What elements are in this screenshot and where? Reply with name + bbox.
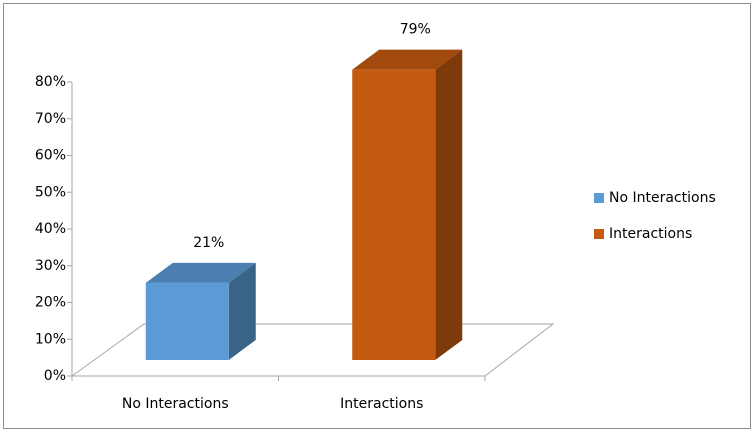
y-tick-label: 50% [35, 184, 66, 200]
x-tick-label: Interactions [340, 396, 423, 412]
legend-label: No Interactions [609, 190, 716, 206]
bar-side [228, 262, 256, 360]
bar [352, 69, 436, 361]
bar-top [145, 262, 256, 283]
data-label: 79% [400, 22, 431, 38]
bar-top [352, 49, 463, 70]
y-tick-label: 0% [44, 368, 66, 384]
legend-label: Interactions [609, 226, 692, 242]
data-label: 21% [193, 235, 224, 251]
bar [145, 282, 229, 360]
y-tick-label: 20% [35, 295, 66, 311]
y-tick-label: 70% [35, 111, 66, 127]
y-tick-label: 80% [35, 74, 66, 90]
y-tick-label: 40% [35, 221, 66, 237]
y-tick-label: 60% [35, 148, 66, 164]
x-tick-label: No Interactions [122, 396, 229, 412]
bar-side [435, 49, 463, 361]
legend-swatch [594, 193, 604, 203]
y-tick-label: 30% [35, 258, 66, 274]
legend-swatch [594, 229, 604, 239]
y-tick-label: 10% [35, 331, 66, 347]
